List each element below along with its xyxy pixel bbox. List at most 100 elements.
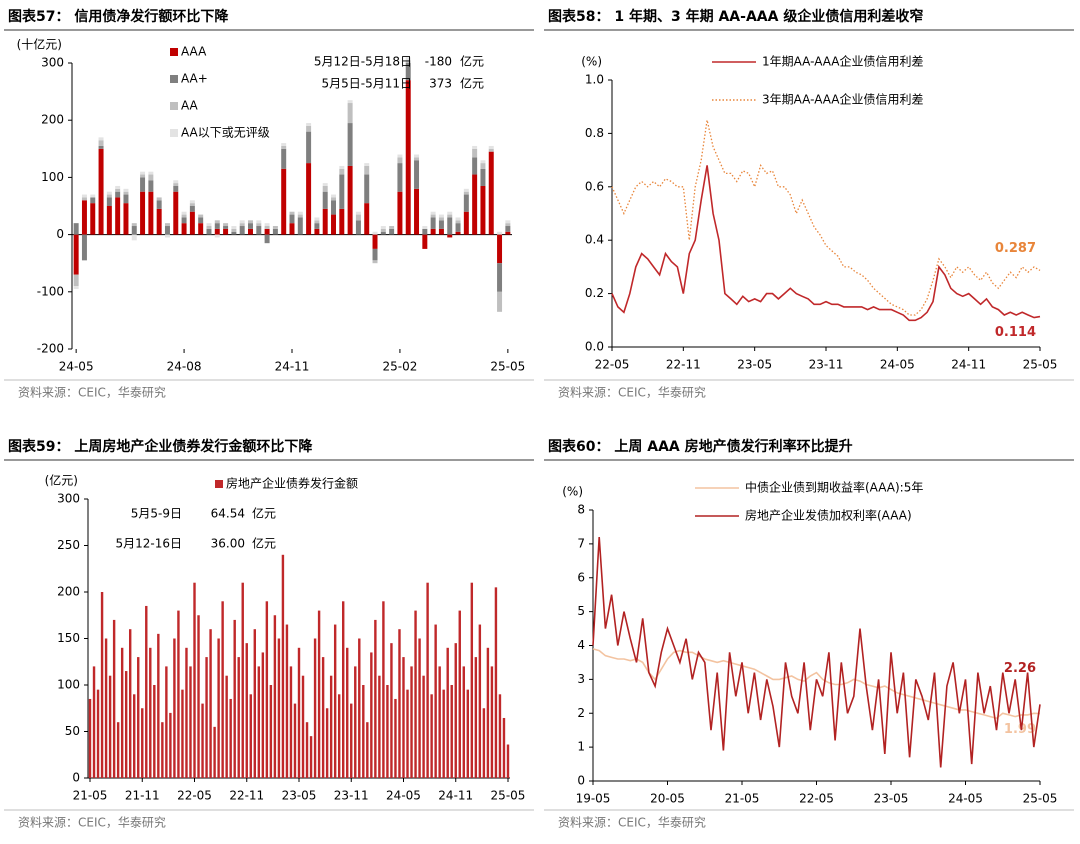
y-tick-label: 0.0 [585, 340, 604, 354]
y-tick-label: 300 [41, 56, 64, 70]
x-tick-label: 23-11 [809, 358, 844, 372]
bar [198, 223, 204, 235]
end-value-label: 1.99 [1004, 722, 1036, 737]
y-tick-label: 7 [577, 536, 585, 550]
bar [414, 157, 420, 161]
bar [116, 722, 120, 778]
bar [181, 689, 184, 778]
bar [497, 263, 503, 292]
y-tick-label: 5 [577, 604, 585, 618]
bar [213, 726, 216, 778]
bar [306, 123, 312, 126]
bar [389, 226, 395, 229]
bar [281, 554, 285, 778]
bar [223, 228, 229, 235]
bar [331, 214, 336, 235]
x-tick-label: 22-11 [666, 358, 701, 372]
bar [313, 638, 317, 778]
bar [472, 174, 478, 235]
x-tick-label: 19-05 [576, 792, 611, 806]
x-tick-label: 22-05 [799, 792, 834, 806]
bar [169, 712, 172, 778]
bar [206, 228, 212, 235]
bar [156, 200, 162, 209]
bar [438, 217, 444, 221]
bar [447, 234, 453, 238]
end-value-label: 2.26 [1004, 661, 1036, 676]
bar [206, 223, 212, 227]
bar [505, 231, 511, 235]
source: 资料来源：CEIC，华泰研究 [558, 385, 706, 400]
bar [397, 154, 403, 158]
line [592, 537, 1041, 768]
bar [463, 191, 469, 195]
bar [281, 148, 287, 169]
x-tick-label: 23-11 [334, 789, 369, 803]
bar [148, 180, 154, 192]
bar [447, 214, 453, 218]
bar [366, 722, 369, 778]
bar [438, 228, 444, 235]
x-tick-label: 21-05 [73, 789, 108, 803]
bar [173, 180, 179, 184]
bar [355, 220, 361, 235]
bar [472, 148, 478, 158]
bar [322, 183, 328, 186]
bar [241, 582, 244, 778]
bar [289, 214, 295, 224]
bar [261, 652, 265, 778]
bar [322, 208, 328, 235]
bar [434, 624, 437, 778]
bar [164, 226, 170, 235]
bar [455, 231, 461, 235]
bar [305, 722, 309, 778]
bar [389, 228, 395, 235]
x-tick-label: 21-11 [125, 789, 160, 803]
y-tick-label: 8 [577, 503, 585, 517]
annotation-period: 5月5日-5月11日 [321, 77, 412, 91]
unit-label: (%) [581, 55, 602, 69]
bar [430, 217, 436, 229]
chart-title: 图表57： 信用债净发行额环比下降 [8, 8, 229, 25]
bar [256, 226, 262, 235]
bar [397, 157, 403, 164]
bar [88, 698, 92, 778]
legend-label: 3年期AA-AAA企业债信用利差 [762, 92, 924, 107]
end-value-label: 0.287 [995, 241, 1036, 256]
bar [414, 154, 420, 158]
y-tick-label: 100 [41, 170, 64, 184]
annotation-unit: 亿元 [460, 76, 484, 91]
annotation-period: 5月5-9日 [131, 507, 182, 521]
bar [414, 610, 417, 778]
bar [98, 148, 104, 235]
x-tick-label: 20-05 [650, 792, 685, 806]
bar [455, 217, 461, 221]
bar [364, 163, 370, 166]
bar [317, 610, 321, 778]
bar [314, 220, 320, 224]
bar [370, 652, 373, 778]
bar [430, 694, 433, 778]
bar [264, 234, 270, 244]
bar [390, 643, 393, 778]
bar [145, 605, 148, 778]
bar [181, 217, 187, 224]
bar [140, 191, 146, 235]
bar [430, 228, 436, 235]
y-tick-label: 100 [57, 678, 80, 692]
y-tick-label: 3 [577, 672, 585, 686]
bar [497, 291, 503, 312]
chart-title: 图表59： 上周房地产企业债券发行金额环比下降 [8, 438, 313, 455]
bar [297, 647, 301, 778]
bar [96, 689, 100, 778]
bar [189, 211, 195, 235]
x-tick-label: 23-05 [874, 792, 909, 806]
bar [106, 191, 112, 195]
y-tick-label: 150 [57, 631, 80, 645]
x-tick-label: 23-05 [282, 789, 317, 803]
legend-label: AA+ [181, 72, 208, 86]
bar [488, 145, 494, 149]
bar [193, 582, 196, 778]
bar [450, 685, 453, 778]
legend-label: AAA [181, 45, 207, 59]
